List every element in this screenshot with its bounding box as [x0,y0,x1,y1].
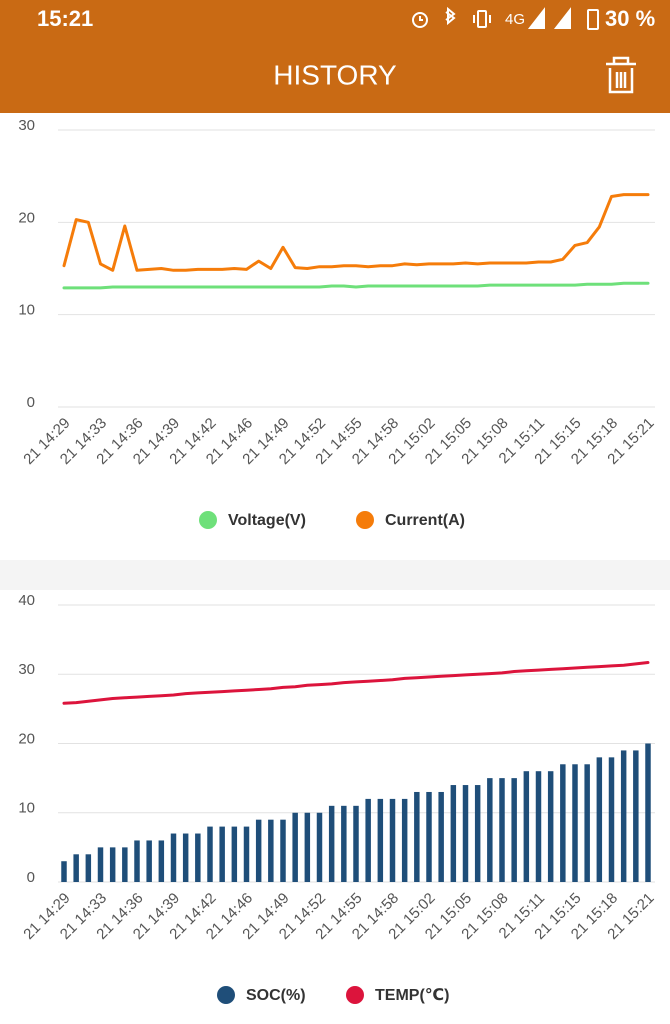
bar [438,791,444,882]
bar [560,764,566,882]
bar [207,826,213,882]
bar [316,812,323,882]
bar [499,778,505,882]
bar [231,826,238,882]
bar [645,743,651,882]
y-tick-label: 10 [18,302,35,319]
bar [474,785,481,882]
bar [243,826,250,882]
line [62,193,650,272]
status-icons [412,6,599,30]
bar [109,847,116,882]
legend-label: TEMP(℃) [375,987,449,1004]
bar [572,764,578,882]
divider [0,560,670,590]
line [62,661,650,705]
delete-button[interactable] [606,56,636,94]
bar [195,833,201,882]
bar [146,840,152,882]
bar [426,791,432,882]
bar [535,771,542,882]
bar [365,798,371,882]
legend-swatch [346,986,364,1004]
bar [158,840,165,882]
bar [462,785,469,882]
bar [97,847,104,882]
y-tick-label: 10 [18,800,35,817]
bar [304,812,311,882]
bar [414,791,420,882]
bar [268,819,274,882]
y-tick-label: 0 [27,869,35,886]
bar [219,826,225,882]
y-tick-label: 0 [27,394,35,411]
bar [511,778,517,882]
bar [134,840,140,882]
bar [122,847,128,882]
bar [389,798,396,882]
legend-label: Voltage(V) [228,512,306,529]
y-tick-label: 30 [18,117,35,134]
legend-swatch [217,986,235,1004]
bar [377,798,384,882]
status-network: 4G [505,11,525,28]
bar [341,805,347,882]
status-battery: 30 % [605,6,655,31]
bar [620,750,627,882]
bar [608,757,615,882]
bar [280,819,286,882]
bar [170,833,177,882]
bar [487,778,493,882]
y-tick-label: 40 [18,592,35,609]
legend-swatch [199,511,217,529]
bar [450,785,457,882]
line [62,281,650,290]
legend-label: Current(A) [385,512,465,529]
bar [401,798,408,882]
bar [584,764,590,882]
bar [633,750,639,882]
bar [328,805,335,882]
y-tick-label: 20 [18,730,35,747]
bar [61,861,67,882]
status-time: 15:21 [37,6,93,31]
bar [73,854,79,882]
bar [547,771,554,882]
bar [292,812,298,882]
bar [255,819,262,882]
bar [353,805,359,882]
bar [523,771,530,882]
y-tick-label: 20 [18,209,35,226]
app-bar [0,0,670,113]
header-title: HISTORY [273,59,397,90]
y-tick-label: 30 [18,661,35,678]
bar [596,757,603,882]
legend-label: SOC(%) [246,987,306,1004]
bar [85,854,92,882]
legend-swatch [356,511,374,529]
bar [182,833,189,882]
